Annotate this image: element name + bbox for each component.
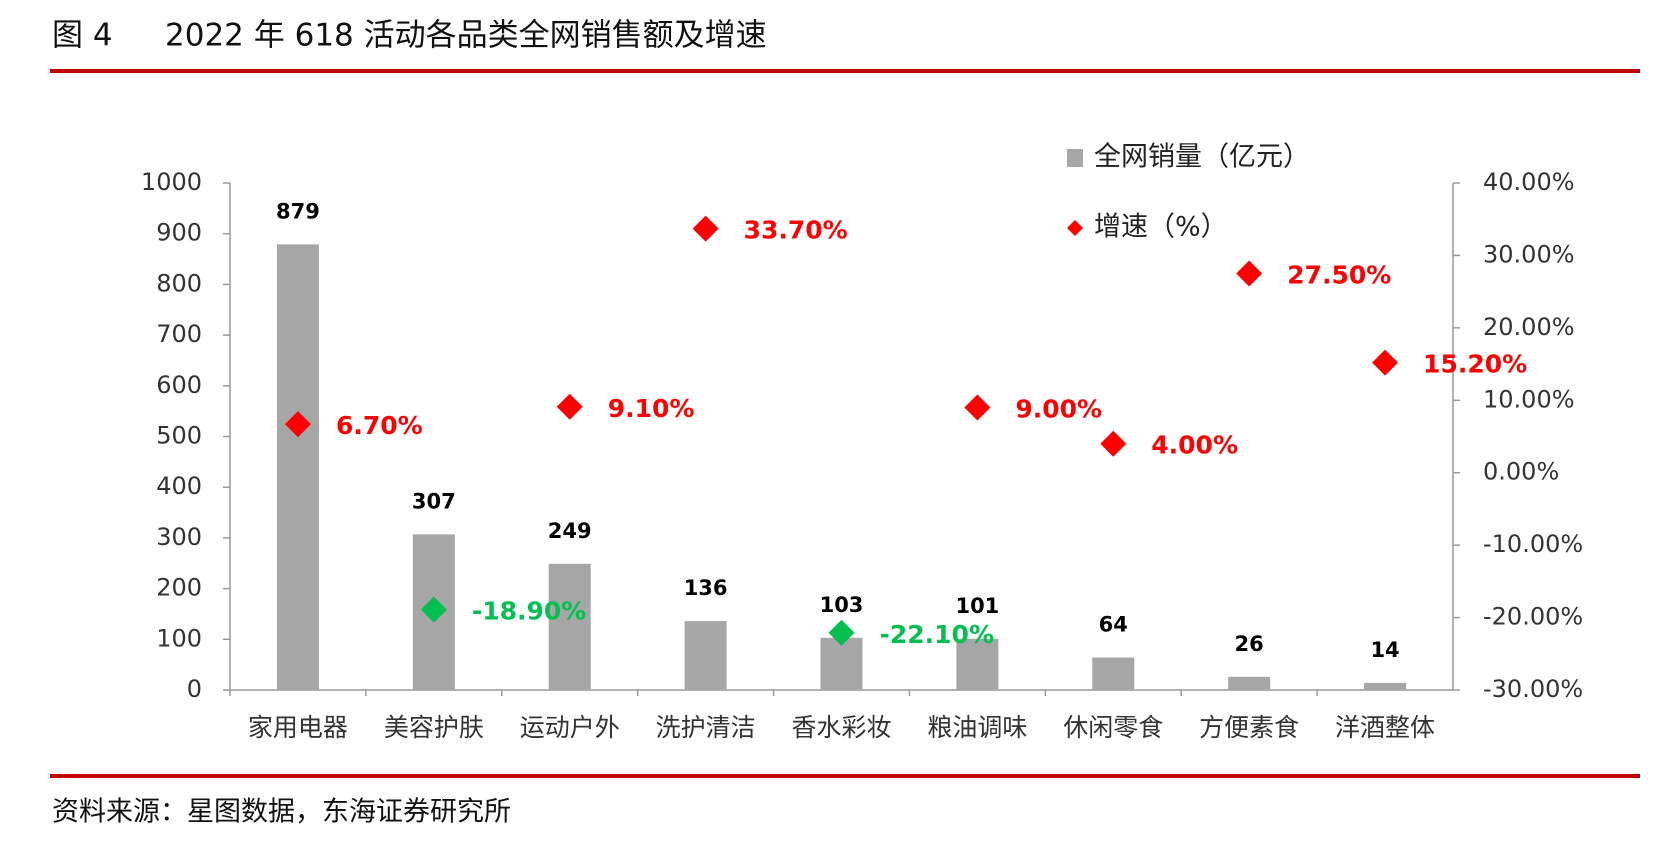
y-tick-label: 800 (156, 269, 202, 297)
bar (1228, 676, 1271, 690)
y2-tick-label: -10.00% (1483, 530, 1583, 558)
y-tick-label: 400 (156, 472, 202, 500)
bar-value-label: 64 (1099, 613, 1128, 637)
y-tick-label: 100 (156, 624, 202, 652)
source-note: 资料来源：星图数据，东海证券研究所 (52, 797, 511, 828)
bar (956, 638, 999, 690)
growth-label: -18.90% (472, 597, 587, 626)
growth-marker (1236, 260, 1263, 287)
bar (276, 244, 319, 691)
y2-tick-label: -30.00% (1483, 675, 1583, 703)
figure-number: 图 4 (52, 18, 113, 54)
bar-value-label: 136 (684, 576, 728, 600)
bar-value-label: 26 (1235, 632, 1264, 656)
bar-value-label: 307 (412, 489, 456, 513)
bar-value-label: 101 (955, 594, 999, 618)
bar-value-label: 249 (548, 519, 592, 543)
y-tick-label: 900 (156, 219, 202, 247)
growth-marker (692, 215, 719, 242)
bar-value-label: 103 (820, 593, 864, 617)
bar-value-label: 14 (1370, 638, 1399, 662)
x-tick-label: 洋酒整体 (1335, 713, 1435, 742)
x-tick-label: 美容护肤 (384, 713, 484, 742)
growth-marker (1372, 349, 1399, 376)
chart-title: 2022 年 618 活动各品类全网销售额及增速 (165, 18, 767, 54)
y-tick-label: 1000 (141, 168, 202, 196)
y-tick-label: 300 (156, 523, 202, 551)
x-tick-label: 运动户外 (520, 713, 620, 742)
y-tick-label: 0 (187, 675, 202, 703)
growth-marker (828, 619, 855, 646)
y-tick-label: 200 (156, 574, 202, 602)
bar (820, 637, 863, 690)
growth-marker (420, 596, 447, 623)
growth-label: 9.10% (608, 394, 695, 423)
y-tick-label: 600 (156, 371, 202, 399)
growth-label: 27.50% (1287, 261, 1391, 290)
growth-label: 9.00% (1015, 395, 1102, 424)
legend-label: 全网销量（亿元） (1094, 142, 1310, 173)
y2-tick-label: 0.00% (1483, 458, 1559, 486)
legend-swatch (1067, 220, 1083, 236)
legend-swatch (1067, 149, 1083, 167)
x-tick-label: 粮油调味 (927, 713, 1027, 742)
growth-label: 15.20% (1423, 350, 1527, 379)
bar (1092, 657, 1135, 690)
growth-label: 33.70% (744, 216, 848, 245)
y2-tick-label: 10.00% (1483, 385, 1575, 413)
growth-label: 6.70% (336, 411, 423, 440)
growth-marker (964, 394, 991, 421)
bar (1364, 682, 1407, 690)
y2-tick-label: 20.00% (1483, 313, 1575, 341)
y-tick-label: 500 (156, 422, 202, 450)
y2-tick-label: -20.00% (1483, 603, 1583, 631)
legend-label: 增速（%） (1094, 212, 1228, 243)
x-tick-label: 休闲零食 (1063, 713, 1163, 742)
growth-marker (284, 411, 311, 438)
y-tick-label: 700 (156, 320, 202, 348)
x-tick-label: 香水彩妆 (791, 713, 891, 742)
x-tick-label: 方便素食 (1199, 713, 1299, 742)
bar (684, 621, 727, 690)
bar-value-label: 879 (276, 199, 320, 223)
x-tick-label: 家用电器 (248, 713, 348, 742)
x-tick-label: 洗护清洁 (656, 713, 756, 742)
growth-marker (556, 393, 583, 420)
bar (548, 563, 591, 690)
y2-tick-label: 30.00% (1483, 240, 1575, 268)
growth-label: 4.00% (1151, 431, 1238, 460)
growth-marker (1100, 430, 1127, 457)
y2-tick-label: 40.00% (1483, 168, 1575, 196)
growth-label: -22.10% (880, 620, 995, 649)
